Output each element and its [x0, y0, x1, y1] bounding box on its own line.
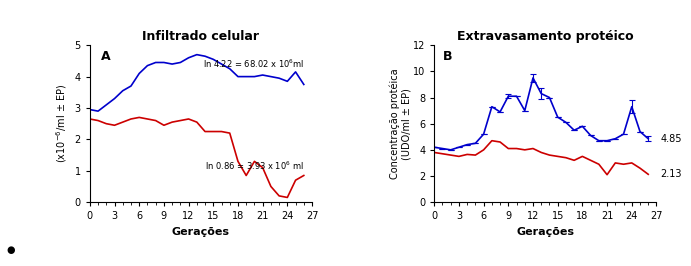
Y-axis label: (x10$^{-6}$/ml ± EP): (x10$^{-6}$/ml ± EP)	[54, 84, 69, 163]
Text: 2.13: 2.13	[661, 169, 682, 179]
Text: B: B	[443, 50, 453, 63]
Title: Extravasamento protéico: Extravasamento protéico	[457, 30, 634, 43]
Text: ln 0.86 = 3.93 x 10$^{6}$ ml: ln 0.86 = 3.93 x 10$^{6}$ ml	[205, 160, 304, 172]
Title: Infiltrado celular: Infiltrado celular	[142, 30, 259, 43]
Text: 4.85: 4.85	[661, 134, 682, 144]
Y-axis label: Concentração protéica
(UDO/ml ± EP): Concentração protéica (UDO/ml ± EP)	[389, 68, 411, 179]
Text: ln 4.22 = 68.02 x 10$^{6}$ml: ln 4.22 = 68.02 x 10$^{6}$ml	[203, 57, 305, 70]
X-axis label: Gerações: Gerações	[516, 227, 574, 237]
X-axis label: Gerações: Gerações	[172, 227, 230, 237]
Text: ●: ●	[7, 245, 15, 255]
Text: A: A	[101, 50, 111, 63]
